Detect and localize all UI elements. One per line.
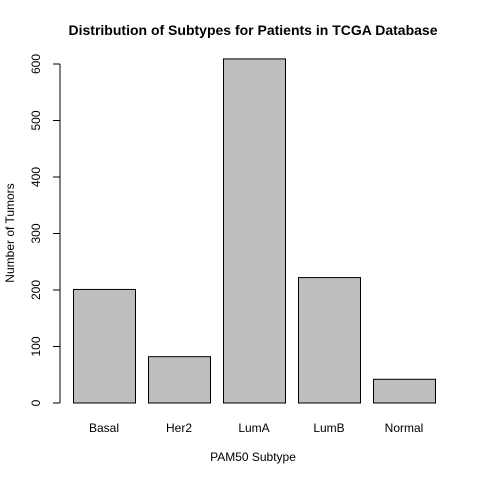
y-axis: 0 100 200 300 400 500 600: [29, 54, 61, 406]
bar-luma: [223, 58, 286, 404]
bar-her2: [148, 356, 211, 404]
bar-normal: [373, 378, 436, 404]
y-tick-label: 500: [29, 110, 43, 130]
chart-title: Distribution of Subtypes for Patients in…: [69, 22, 438, 38]
y-tick-label: 400: [29, 167, 43, 187]
y-tick-label: 0: [29, 399, 43, 406]
x-tick-label-basal: Basal: [89, 421, 119, 435]
y-tick-label: 300: [29, 223, 43, 243]
x-axis-label: PAM50 Subtype: [210, 450, 296, 464]
x-tick-labels: Basal Her2 LumA LumB Normal: [89, 421, 423, 435]
y-tick-label: 100: [29, 336, 43, 356]
bar-lumb: [298, 277, 361, 404]
x-tick-label-lumb: LumB: [313, 421, 344, 435]
y-axis-label: Number of Tumors: [3, 183, 17, 282]
bar-basal: [73, 288, 136, 404]
y-tick-label: 200: [29, 280, 43, 300]
bars-group: [73, 58, 436, 404]
x-tick-label-normal: Normal: [385, 421, 424, 435]
x-tick-label-her2: Her2: [166, 421, 192, 435]
x-tick-label-luma: LumA: [238, 421, 269, 435]
y-tick-label: 600: [29, 54, 43, 74]
